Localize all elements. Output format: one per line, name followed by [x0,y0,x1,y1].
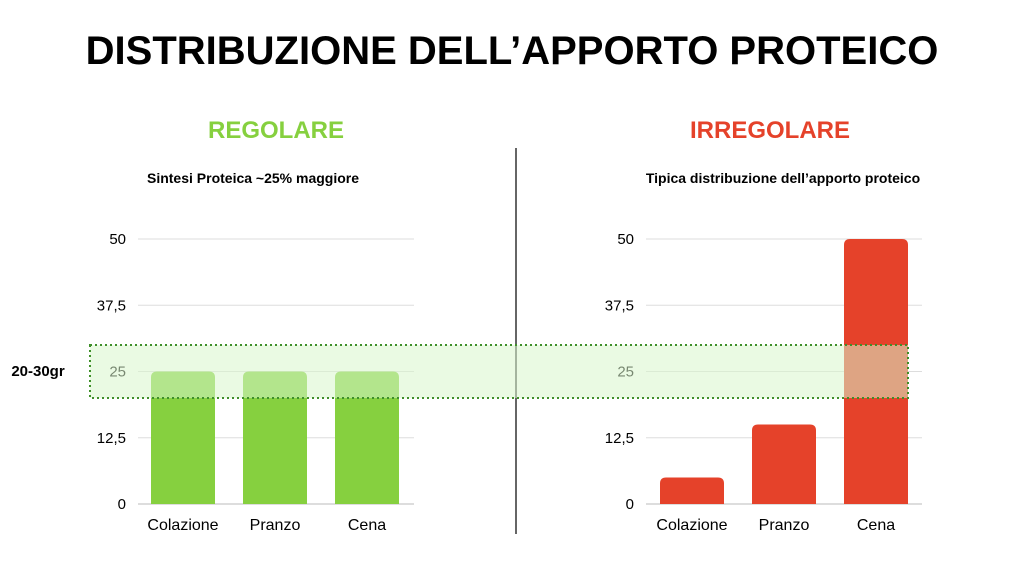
regular-chart-subtitle: Sintesi Proteica ~25% maggiore [147,170,359,186]
regular-x-tick-label: Colazione [147,517,218,534]
regular-y-tick-label: 50 [109,231,126,248]
irregular-y-tick-label: 0 [626,496,634,513]
irregular-x-tick-label: Cena [857,517,895,534]
irregular-x-tick-label: Colazione [656,517,727,534]
irregular-y-tick-label: 12,5 [605,430,634,447]
irregular-y-tick-label: 37,5 [605,297,634,314]
regular-x-tick-label: Cena [348,517,386,534]
irregular-heading: IRREGOLARE [690,117,850,144]
irregular-bar-pranzo [752,424,816,504]
regular-y-tick-label: 12,5 [97,430,126,447]
irregular-y-tick-label: 50 [617,231,634,248]
irregular-x-tick-label: Pranzo [759,517,810,534]
irregular-bar-colazione [660,477,724,504]
regular-bar-cena [335,371,399,504]
regular-y-tick-label: 0 [118,496,126,513]
target-band [89,344,909,399]
band-label: 20-30gr [11,363,65,380]
regular-bar-pranzo [243,371,307,504]
regular-x-tick-label: Pranzo [250,517,301,534]
regular-heading: REGOLARE [208,117,344,144]
irregular-chart-subtitle: Tipica distribuzione dell’apporto protei… [646,170,920,186]
regular-bar-colazione [151,371,215,504]
target-band-rect [89,344,909,399]
regular-y-tick-label: 37,5 [97,297,126,314]
page-title: DISTRIBUZIONE DELL’APPORTO PROTEICO [86,29,939,73]
